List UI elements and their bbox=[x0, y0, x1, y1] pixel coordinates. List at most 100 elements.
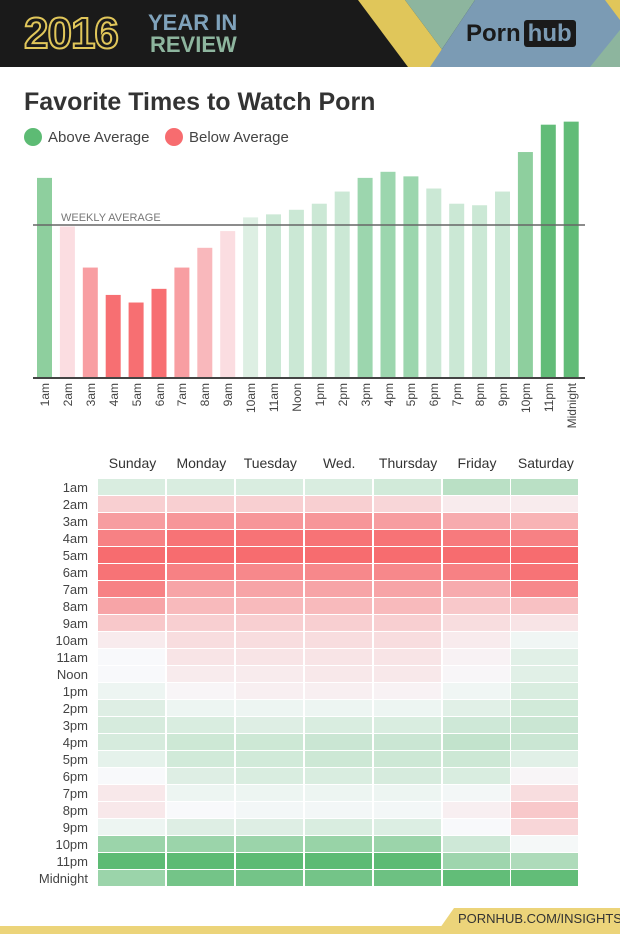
heatmap-cell bbox=[442, 819, 510, 835]
weekly-average-label: WEEKLY AVERAGE bbox=[61, 212, 161, 224]
heatmap-row-label: 10am bbox=[55, 633, 88, 648]
heatmap-column-header: Saturday bbox=[517, 455, 574, 471]
heatmap-cell bbox=[98, 598, 165, 614]
heatmap-row-label: 1pm bbox=[62, 684, 88, 699]
heatmap-cell bbox=[442, 615, 510, 631]
heatmap-cell bbox=[304, 530, 372, 546]
bar-6pm bbox=[426, 188, 442, 377]
below-average-dot-icon bbox=[165, 128, 183, 146]
heatmap-cell bbox=[166, 819, 234, 835]
insights-link[interactable]: PORNHUB.COM/INSIGHTS bbox=[458, 911, 620, 926]
heatmap-cell bbox=[235, 649, 303, 665]
heatmap-cell bbox=[373, 785, 441, 801]
heatmap-row-label: 11pm bbox=[56, 854, 88, 869]
heatmap-cell bbox=[235, 581, 303, 597]
heatmap-cell bbox=[442, 836, 510, 852]
heatmap-cell bbox=[98, 870, 165, 886]
heatmap-cell bbox=[166, 496, 234, 512]
heatmap-cell bbox=[511, 564, 579, 580]
heatmap-cell bbox=[98, 513, 165, 529]
heatmap-cell bbox=[166, 598, 234, 614]
heatmap-cell bbox=[373, 632, 441, 648]
heatmap-cell bbox=[166, 717, 234, 733]
bar-1am bbox=[37, 177, 52, 377]
heatmap-cell bbox=[373, 547, 441, 563]
heatmap-row-label: 7am bbox=[62, 582, 88, 597]
heatmap-cell bbox=[373, 751, 441, 767]
heatmap-cell bbox=[442, 666, 510, 682]
heatmap-cell bbox=[442, 853, 510, 869]
pornhub-logo: Porn hub bbox=[466, 20, 576, 48]
heatmap-cell bbox=[304, 632, 372, 648]
x-tick-label: 11am bbox=[267, 383, 281, 413]
logo-hub: hub bbox=[523, 20, 576, 47]
heatmap-cell bbox=[304, 649, 372, 665]
heatmap-cell bbox=[304, 751, 372, 767]
heatmap-cell bbox=[98, 785, 165, 801]
heatmap-cell bbox=[373, 479, 441, 495]
heatmap-cell bbox=[442, 649, 510, 665]
heatmap-cell bbox=[98, 564, 165, 580]
heatmap-cell bbox=[235, 734, 303, 750]
bar-9pm bbox=[495, 191, 510, 377]
heatmap-cell bbox=[235, 496, 303, 512]
heatmap-cell bbox=[511, 717, 579, 733]
bar-11pm bbox=[540, 124, 556, 378]
heatmap-cell bbox=[166, 513, 234, 529]
heatmap-cell bbox=[98, 632, 165, 648]
heatmap-cell bbox=[235, 700, 303, 716]
header-banner: 2016 YEAR IN REVIEW Porn hub bbox=[0, 0, 620, 67]
heatmap-cell bbox=[304, 785, 372, 801]
heatmap-cell bbox=[304, 734, 372, 750]
heatmap-row-label: 1am bbox=[62, 480, 88, 495]
bar-6am bbox=[151, 288, 167, 377]
heatmap-row-label: 8pm bbox=[62, 803, 88, 818]
heatmap-cell bbox=[166, 666, 234, 682]
x-tick-label: 4pm bbox=[381, 383, 396, 407]
bar-3am bbox=[82, 267, 98, 377]
bar-2pm bbox=[334, 191, 350, 377]
bar-5am bbox=[128, 302, 144, 377]
heatmap-cell bbox=[166, 683, 234, 699]
heatmap-row-label: Midnight bbox=[38, 871, 88, 886]
heatmap-cell bbox=[235, 530, 303, 546]
heatmap-cell bbox=[304, 564, 372, 580]
bar-4pm bbox=[380, 171, 396, 377]
heatmap-cell bbox=[166, 785, 234, 801]
heatmap-cell bbox=[511, 819, 579, 835]
heatmap-cell bbox=[235, 683, 303, 699]
heatmap-cell bbox=[304, 836, 372, 852]
x-tick-label: 1am bbox=[38, 383, 52, 407]
heatmap-cell bbox=[511, 547, 579, 563]
heatmap-cell bbox=[511, 700, 579, 716]
heatmap-cell bbox=[442, 870, 510, 886]
heatmap-cell bbox=[98, 751, 165, 767]
heatmap-row-label: 10pm bbox=[55, 837, 88, 852]
heatmap-cell bbox=[304, 666, 372, 682]
heatmap-cell bbox=[166, 751, 234, 767]
bar-7am bbox=[174, 267, 190, 377]
heatmap-row-label: 8am bbox=[62, 599, 88, 614]
heatmap-cell bbox=[442, 683, 510, 699]
heatmap-cell bbox=[98, 700, 165, 716]
heatmap-cell bbox=[304, 802, 372, 818]
heatmap-row-label: 7pm bbox=[62, 786, 88, 801]
heatmap-cell bbox=[98, 819, 165, 835]
heatmap-row-label: 3am bbox=[62, 514, 88, 529]
heatmap-cell bbox=[442, 734, 510, 750]
heatmap-cell bbox=[98, 802, 165, 818]
heatmap-row-label: 3pm bbox=[62, 718, 88, 733]
heatmap-cell bbox=[98, 547, 165, 563]
heatmap-cell bbox=[442, 785, 510, 801]
heatmap-cell bbox=[235, 802, 303, 818]
legend-below: Below Average bbox=[165, 128, 289, 146]
heatmap-cell bbox=[511, 751, 579, 767]
heatmap-cell bbox=[98, 479, 165, 495]
heatmap-cell bbox=[373, 819, 441, 835]
heatmap-cell bbox=[166, 734, 234, 750]
bar-1pm bbox=[311, 203, 327, 377]
heatmap-cell bbox=[442, 632, 510, 648]
heatmap-cell bbox=[304, 547, 372, 563]
heatmap-cell bbox=[373, 853, 441, 869]
legend-below-label: Below Average bbox=[189, 128, 289, 146]
